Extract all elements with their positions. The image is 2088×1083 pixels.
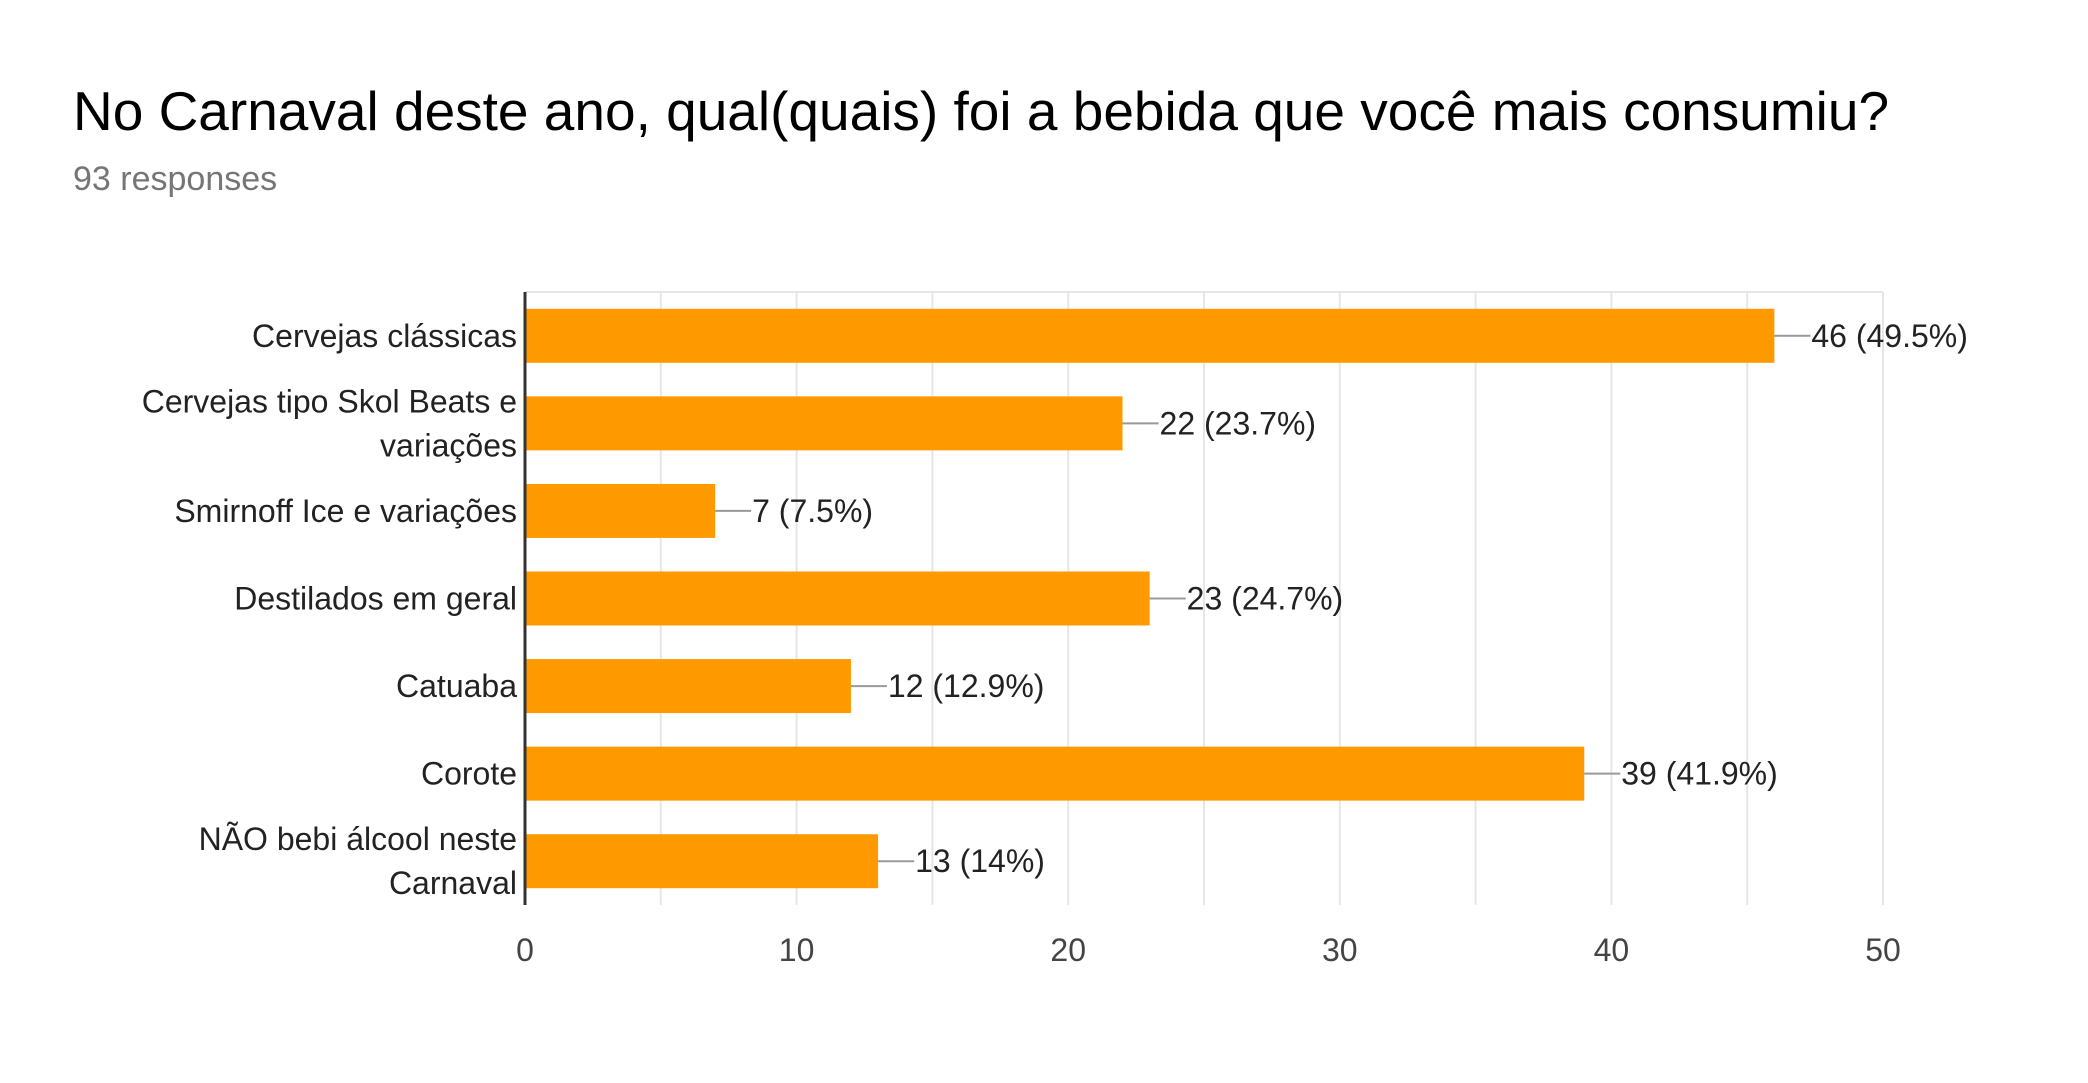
question-title: No Carnaval deste ano, qual(quais) foi a… bbox=[73, 80, 1890, 142]
bar bbox=[525, 834, 879, 889]
category-label: Destilados em geral bbox=[234, 581, 517, 617]
value-label: 46 (49.5%) bbox=[1811, 318, 1968, 354]
x-tick-label: 0 bbox=[516, 932, 534, 968]
x-tick-label: 20 bbox=[1050, 932, 1086, 968]
x-tick-label: 30 bbox=[1322, 932, 1358, 968]
x-tick-label: 40 bbox=[1594, 932, 1630, 968]
bar bbox=[525, 659, 851, 714]
value-label: 22 (23.7%) bbox=[1160, 405, 1317, 441]
x-tick-label: 10 bbox=[779, 932, 815, 968]
bar bbox=[525, 746, 1585, 801]
bar bbox=[525, 396, 1123, 451]
x-tick-label: 50 bbox=[1865, 932, 1901, 968]
bar bbox=[525, 308, 1775, 363]
category-label: Corote bbox=[421, 756, 517, 792]
response-count: 93 responses bbox=[73, 160, 278, 198]
category-label: Catuaba bbox=[396, 668, 517, 704]
value-label: 7 (7.5%) bbox=[752, 493, 873, 529]
value-label: 39 (41.9%) bbox=[1621, 756, 1778, 792]
category-label: Cervejas clássicas bbox=[252, 318, 517, 354]
category-label: Smirnoff Ice e variações bbox=[174, 493, 517, 529]
category-label: Carnaval bbox=[389, 865, 517, 901]
bar bbox=[525, 483, 716, 538]
category-label: variações bbox=[380, 427, 517, 463]
bar bbox=[525, 571, 1150, 626]
value-label: 23 (24.7%) bbox=[1187, 581, 1344, 617]
value-label: 13 (14%) bbox=[915, 843, 1045, 879]
value-label: 12 (12.9%) bbox=[888, 668, 1045, 704]
category-label: NÃO bebi álcool neste bbox=[199, 821, 517, 857]
category-label: Cervejas tipo Skol Beats e bbox=[142, 383, 517, 419]
